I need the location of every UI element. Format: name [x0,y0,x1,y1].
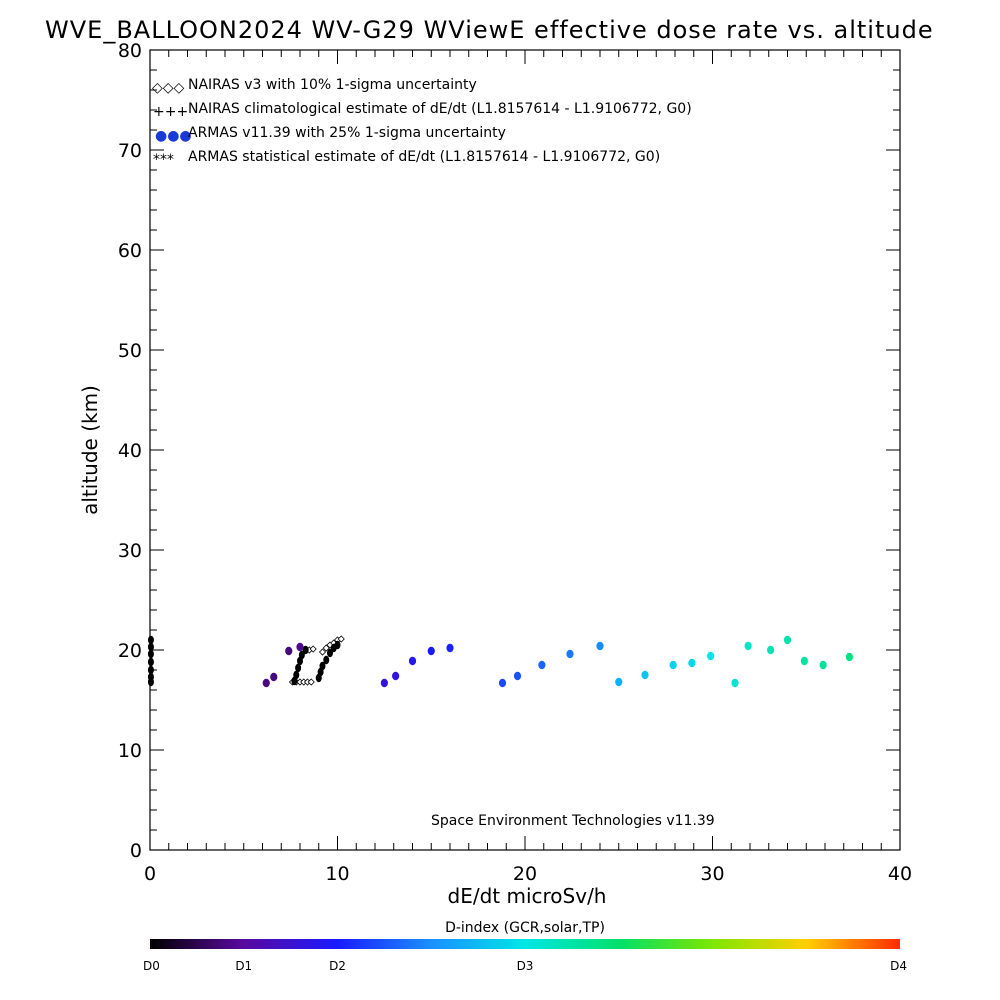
armas-statistical-point [323,655,330,665]
armas-dose-point [296,642,304,652]
armas-dose-point [446,643,454,653]
nairas-diamond-point [337,635,345,643]
armas-dose-point [800,656,808,666]
plot-border [149,49,901,851]
x-tick-label: 20 [513,863,537,885]
armas-dose-point [744,641,752,651]
legend-symbol-3: *** [153,152,174,168]
armas-statistical-point [293,670,300,680]
armas-statistical-point [147,665,154,675]
armas-dose-point [845,652,853,662]
armas-statistical-point [327,648,333,658]
colorbar-tick-label: D4 [890,959,907,973]
armas-dose-point [641,670,649,680]
armas-statistical-point [147,649,154,659]
legend-symbol-2: ●●● [155,128,192,144]
armas-dose-point [285,646,293,656]
nairas-diamond-point [322,644,330,652]
armas-statistical-point [147,657,154,667]
legend-label-3: ARMAS statistical estimate of dE/dt (L1.… [188,149,660,165]
chart-title: WVE_BALLOON2024 WV-G29 WViewE effective … [45,16,934,44]
colorbar-tick-label: D3 [517,959,534,973]
plot-frame [149,49,901,851]
x-axis-label: dE/dt microSv/h [448,884,607,908]
legend: ◇◇◇ NAIRAS v3 with 10% 1-sigma uncertain… [152,77,692,168]
armas-dose-point [262,678,270,688]
armas-dose-point [819,660,827,670]
armas-dose-point [707,651,715,661]
colorbar-tick-label: D0 [143,959,160,973]
armas-statistical-point [334,640,341,650]
armas-dose-point [380,678,388,688]
armas-statistical-point [298,650,305,660]
legend-label-2: ARMAS v11.39 with 25% 1-sigma uncertaint… [188,125,506,141]
armas-dose-point [513,671,522,681]
armas-dose-point [498,678,507,688]
colorbar [150,939,900,949]
tick-labels: 0 10 20 30 40 0 10 20 30 40 50 60 70 80 [118,40,912,885]
nairas-diamond-point [307,678,315,686]
nairas-diamond-point [309,645,317,653]
armas-dose-point [566,649,574,659]
legend-label-1: NAIRAS climatological estimate of dE/dt … [188,101,692,117]
y-tick-label: 10 [118,740,142,762]
armas-statistical-point [319,661,326,671]
legend-label-0: NAIRAS v3 with 10% 1-sigma uncertainty [188,77,477,93]
armas-dose-point [596,641,604,651]
data-marks [147,635,853,688]
armas-dose-point [731,678,739,688]
armas-statistical-point [295,663,302,673]
colorbar-tick-label: D2 [329,959,346,973]
legend-symbol-1: +++ [153,104,188,120]
armas-statistical-point [147,642,154,652]
y-tick-label: 80 [118,40,142,62]
armas-dose-point [392,671,400,681]
armas-statistical-point [302,645,309,655]
y-tick-label: 60 [118,240,142,262]
armas-dose-point [615,677,623,687]
axis-ticks [149,49,901,851]
armas-dose-point [767,645,775,655]
x-tick-label: 0 [144,863,156,885]
armas-dose-point [408,656,417,666]
credit-annotation: Space Environment Technologies v11.39 [431,813,715,829]
x-tick-label: 30 [700,863,724,885]
armas-dose-point [783,635,792,645]
armas-dose-point [538,660,546,670]
colorbar-label: D-index (GCR,solar,TP) [445,920,605,936]
y-tick-label: 30 [118,540,142,562]
legend-symbol-0: ◇◇◇ [152,80,185,96]
y-tick-label: 0 [130,840,142,862]
armas-statistical-point [147,672,154,682]
armas-dose-point [669,660,677,670]
y-tick-label: 70 [118,140,142,162]
y-tick-label: 50 [118,340,142,362]
colorbar-ticks: D0 D1 D2 D3 D4 [143,959,907,973]
nairas-diamond-point [318,648,327,656]
y-axis-label: altitude (km) [78,385,102,515]
y-tick-label: 20 [118,640,142,662]
x-tick-label: 40 [888,863,912,885]
colorbar-tick-label: D1 [235,959,252,973]
armas-statistical-point [147,635,154,645]
armas-dose-point [427,646,435,656]
armas-dose-point [270,672,278,682]
armas-dose-point [688,658,696,668]
x-tick-label: 10 [325,863,349,885]
y-tick-label: 40 [118,440,142,462]
